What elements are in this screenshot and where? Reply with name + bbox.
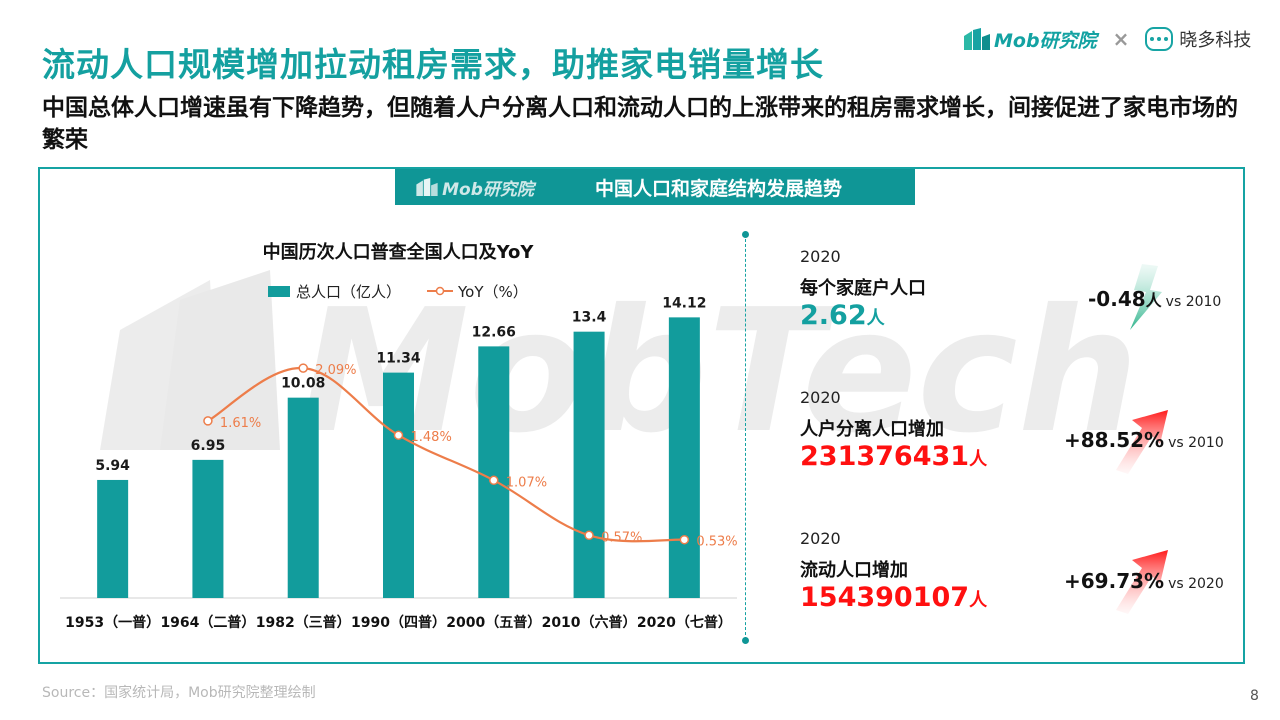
panel-header-title: 中国人口和家庭结构发展趋势 [595,177,843,200]
stat-value: 2.62人 [800,300,926,331]
x-tick-label: 1982（三普） [256,614,351,631]
legend-bar-label: 总人口（亿人） [296,283,401,301]
content-panel [38,167,1245,664]
stat-separated-population: 2020 人户分离人口增加 231376431人 [800,388,987,472]
bar [97,479,129,598]
brand-bar: Mob研究院 × 晓多科技 [964,22,1251,56]
bar [192,459,224,598]
yoy-line [207,366,685,543]
stat-year: 2020 [800,388,841,407]
mob-logo-icon [964,28,990,50]
bar-value-label: 6.95 [191,438,226,454]
yoy-value-label: 2.09% [315,363,356,378]
yoy-value-label: 0.53% [696,535,737,550]
bar [383,372,414,598]
change-value: +69.73% [1064,569,1165,593]
yoy-point [679,534,690,545]
x-tick-label: 2020（七普） [637,614,732,631]
stat-value: 154390107人 [800,582,987,613]
legend-bar-swatch [268,286,290,297]
change-vs: vs 2020 [1168,576,1224,592]
xiaoduo-logo-text: 晓多科技 [1179,30,1252,51]
bar-value-label: 13.4 [572,310,607,326]
change-unit: 人 [1145,291,1162,310]
stat-year: 2020 [800,529,841,548]
mob-logo: Mob研究院 [964,26,1097,53]
change-floating-population: +69.73% vs 2020 [1064,569,1224,593]
arrow-up-icon [1116,410,1168,474]
bar-value-label: 10.08 [281,376,325,392]
change-vs: vs 2010 [1165,294,1222,310]
bar-value-label: 11.34 [376,351,421,367]
yoy-value-label: 1.61% [220,416,261,431]
change-value: -0.48 [1088,287,1146,311]
stat-value-number: 154390107 [800,582,970,613]
bar-value-label: 14.12 [662,295,706,311]
bar [573,331,605,598]
yoy-point [298,363,308,373]
page-number: 8 [1250,688,1259,704]
panel-header-logo: Mob研究院 [395,175,555,200]
bar [478,346,510,598]
legend-line-label: YoY（%） [457,283,528,301]
page-subtitle: 中国总体人口增速虽有下降趋势，但随着人户分离人口和流动人口的上涨带来的租房需求增… [42,95,1238,153]
stat-label: 每个家庭户人口 [800,278,926,299]
stat-household-size: 2020 每个家庭户人口 2.62人 [800,247,926,331]
stat-value-unit: 人 [866,308,885,329]
yoy-point [584,530,594,541]
yoy-point [393,430,404,440]
arrow-down-icon [1130,264,1162,330]
yoy-value-label: 0.57% [601,530,642,545]
mob-logo-text: Mob研究院 [994,29,1097,52]
stat-value-number: 2.62 [800,300,867,331]
chart-title: 中国历次人口普查全国人口及YoY [263,241,535,263]
stat-label: 人户分离人口增加 [800,419,944,440]
change-separated-population: +88.52% vs 2010 [1064,428,1224,452]
yoy-point [203,416,213,426]
page-title: 流动人口规模增加拉动租房需求，助推家电销量增长 [42,45,824,84]
yoy-value-label: 1.07% [506,475,547,490]
x-tick-label: 2010（六普） [542,614,637,631]
bar-value-label: 5.94 [95,458,130,474]
x-tick-label: 1990（四普） [351,614,446,631]
stat-year: 2020 [800,247,841,266]
xiaoduo-logo: 晓多科技 [1145,26,1251,52]
panel-logo-icon [416,178,438,196]
brand-separator: × [1112,27,1130,51]
divider-bottom-dot [742,637,749,644]
x-tick-label: 1953（一普） [65,614,160,631]
bar [287,397,319,598]
source-note: Source：国家统计局，Mob研究院整理绘制 [42,685,316,701]
stat-value-unit: 人 [969,590,988,611]
population-chart: 中国历次人口普查全国人口及YoY 总人口（亿人） YoY（%） 5.94 1953（一普… [60,241,738,631]
panel-header-logo-text: Mob研究院 [442,179,534,200]
change-vs: vs 2010 [1168,435,1224,451]
bar [668,317,700,598]
stat-label: 流动人口增加 [800,560,908,581]
arrow-up-icon [1116,550,1168,614]
x-tick-label: 2000（五普） [446,614,541,631]
stat-value: 231376431人 [800,441,987,472]
divider-top-dot [742,231,749,238]
yoy-value-label: 1.48% [411,430,452,445]
yoy-point [489,475,499,486]
stat-floating-population: 2020 流动人口增加 154390107人 [800,529,987,613]
x-tick-label: 1964（二普） [160,614,255,631]
panel-divider [745,234,746,640]
legend-line-marker [435,286,445,296]
stat-value-number: 231376431 [800,441,970,472]
stat-value-unit: 人 [969,449,988,470]
change-household-size: -0.48 人 vs 2010 [1088,287,1221,311]
xiaoduo-logo-icon [1145,27,1174,51]
change-value: +88.52% [1064,428,1165,452]
bar-value-label: 12.66 [472,324,516,340]
panel-header: Mob研究院 中国人口和家庭结构发展趋势 [395,169,915,205]
